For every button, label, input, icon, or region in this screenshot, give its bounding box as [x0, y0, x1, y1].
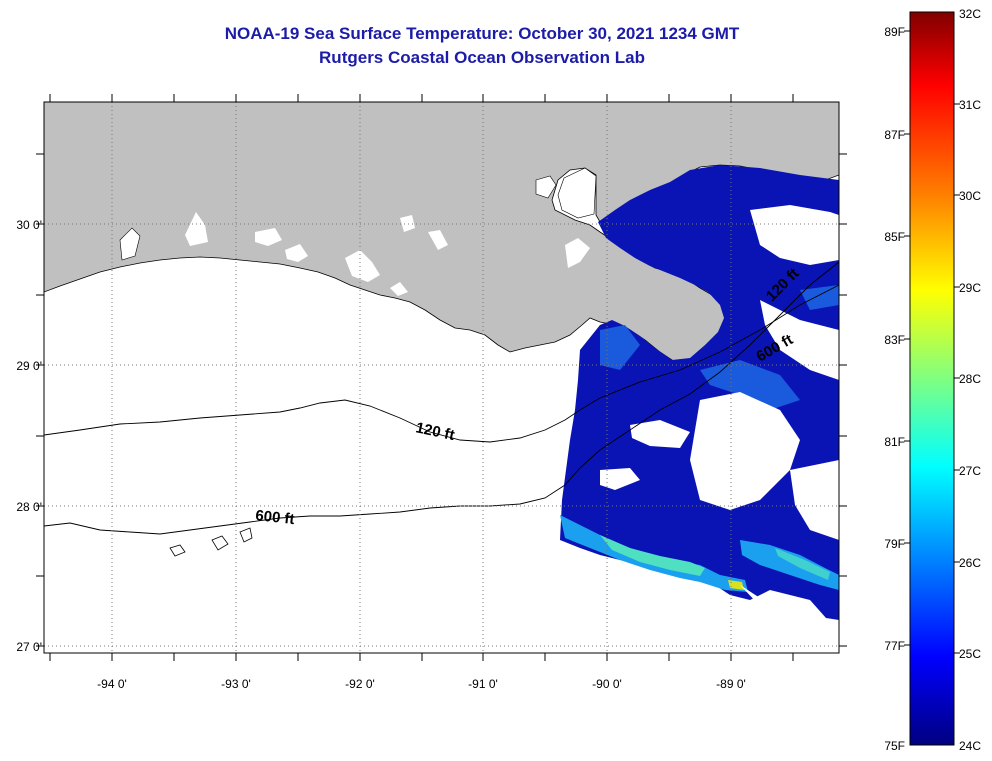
- fahrenheit-label: 79F: [884, 537, 905, 551]
- lat-label: 29 0': [16, 359, 42, 373]
- lon-label: -94 0': [97, 677, 127, 691]
- contour-120ft: [44, 284, 839, 443]
- map-title: NOAA-19 Sea Surface Temperature: October…: [224, 24, 740, 43]
- graticule: [44, 102, 839, 653]
- longitude-labels: -94 0' -93 0' -92 0' -91 0' -90 0' -89 0…: [97, 677, 746, 691]
- lon-label: -90 0': [592, 677, 622, 691]
- celsius-label: 32C: [959, 7, 981, 21]
- lon-label: -93 0': [221, 677, 251, 691]
- colorbar-fahrenheit-labels: 89F 87F 85F 83F 81F 79F 77F 75F: [884, 25, 905, 753]
- fahrenheit-label: 85F: [884, 230, 905, 244]
- lake: [535, 175, 557, 199]
- lake: [565, 238, 590, 268]
- lake: [557, 167, 597, 219]
- map-subtitle: Rutgers Coastal Ocean Observation Lab: [319, 48, 645, 67]
- lake: [400, 215, 415, 232]
- lake: [185, 212, 208, 246]
- celsius-label: 30C: [959, 189, 981, 203]
- celsius-label: 28C: [959, 372, 981, 386]
- lake: [390, 282, 408, 296]
- colorbar-ticks: [904, 30, 960, 654]
- celsius-label: 24C: [959, 739, 981, 753]
- lake: [285, 244, 308, 262]
- lake: [255, 228, 282, 246]
- fahrenheit-label: 81F: [884, 435, 905, 449]
- tick-marks: [36, 94, 847, 661]
- lon-label: -91 0': [468, 677, 498, 691]
- fahrenheit-label: 75F: [884, 739, 905, 753]
- lat-label: 27 0': [16, 640, 42, 654]
- lon-label: -92 0': [345, 677, 375, 691]
- latitude-labels: 30 0' 29 0' 28 0' 27 0': [16, 218, 42, 654]
- colorbar-celsius-labels: 32C 31C 30C 29C 28C 27C 26C 25C 24C: [959, 7, 981, 753]
- lat-label: 28 0': [16, 500, 42, 514]
- lake: [119, 227, 141, 261]
- plot-frame: [43, 101, 840, 654]
- celsius-label: 31C: [959, 98, 981, 112]
- fahrenheit-label: 83F: [884, 333, 905, 347]
- fahrenheit-label: 89F: [884, 25, 905, 39]
- lat-label: 30 0': [16, 218, 42, 232]
- celsius-label: 26C: [959, 556, 981, 570]
- contour-label: 600 ft: [255, 507, 296, 528]
- celsius-label: 25C: [959, 647, 981, 661]
- fahrenheit-label: 77F: [884, 639, 905, 653]
- sst-swath: [560, 165, 839, 653]
- celsius-label: 27C: [959, 464, 981, 478]
- fahrenheit-label: 87F: [884, 128, 905, 142]
- lon-label: -89 0': [716, 677, 746, 691]
- celsius-label: 29C: [959, 281, 981, 295]
- contour-islands: [169, 527, 253, 557]
- lake: [428, 230, 448, 250]
- colorbar: [909, 11, 955, 746]
- lake: [345, 250, 380, 282]
